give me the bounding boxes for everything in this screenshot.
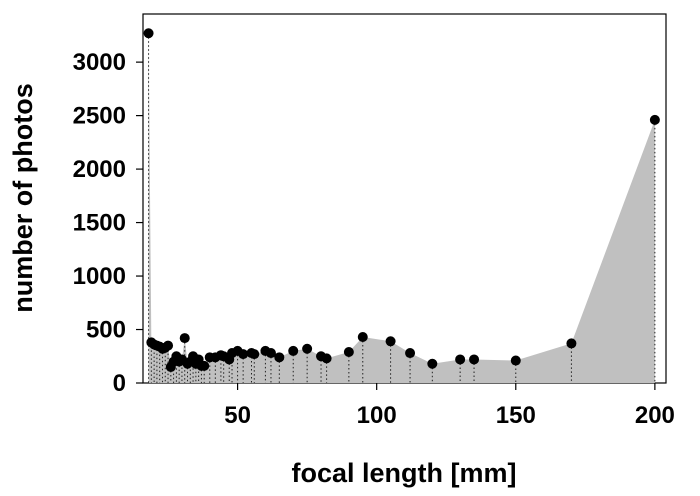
data-point bbox=[143, 28, 154, 39]
x-tick-label: 150 bbox=[496, 402, 536, 429]
plot-area bbox=[142, 13, 667, 384]
data-point bbox=[302, 343, 313, 354]
data-point bbox=[163, 340, 174, 351]
y-tick-label: 1500 bbox=[73, 210, 126, 237]
area-fill-shape bbox=[148, 33, 655, 384]
x-tick-label: 200 bbox=[635, 402, 675, 429]
data-point bbox=[321, 353, 332, 364]
area-fill bbox=[148, 33, 655, 384]
y-tick-label: 1000 bbox=[73, 263, 126, 290]
data-point bbox=[343, 346, 354, 357]
data-point bbox=[455, 354, 466, 365]
y-axis-ticks: 0 500 1000 1500 2000 2500 3000 bbox=[73, 49, 143, 397]
data-points bbox=[143, 28, 660, 372]
data-point bbox=[427, 358, 438, 369]
data-point bbox=[385, 336, 396, 347]
data-point bbox=[357, 332, 368, 343]
data-point bbox=[649, 114, 660, 125]
data-point bbox=[510, 355, 521, 366]
y-tick-label: 500 bbox=[86, 317, 126, 344]
data-point bbox=[288, 345, 299, 356]
x-axis-title: focal length [mm] bbox=[291, 458, 516, 488]
x-tick-label: 100 bbox=[357, 402, 397, 429]
y-tick-label: 0 bbox=[113, 370, 126, 397]
y-tick-label: 3000 bbox=[73, 49, 126, 76]
data-point bbox=[238, 349, 249, 360]
y-tick-label: 2500 bbox=[73, 103, 126, 130]
data-point bbox=[405, 348, 416, 359]
data-point bbox=[566, 338, 577, 349]
data-point bbox=[199, 360, 210, 371]
data-point bbox=[179, 333, 190, 344]
data-point bbox=[265, 348, 276, 359]
data-point bbox=[469, 354, 480, 365]
x-tick-label: 50 bbox=[224, 402, 251, 429]
data-point bbox=[274, 352, 285, 363]
x-axis-ticks: 50 100 150 200 bbox=[224, 383, 675, 429]
y-tick-label: 2000 bbox=[73, 156, 126, 183]
data-point bbox=[249, 349, 260, 360]
y-axis-title: number of photos bbox=[8, 83, 38, 312]
